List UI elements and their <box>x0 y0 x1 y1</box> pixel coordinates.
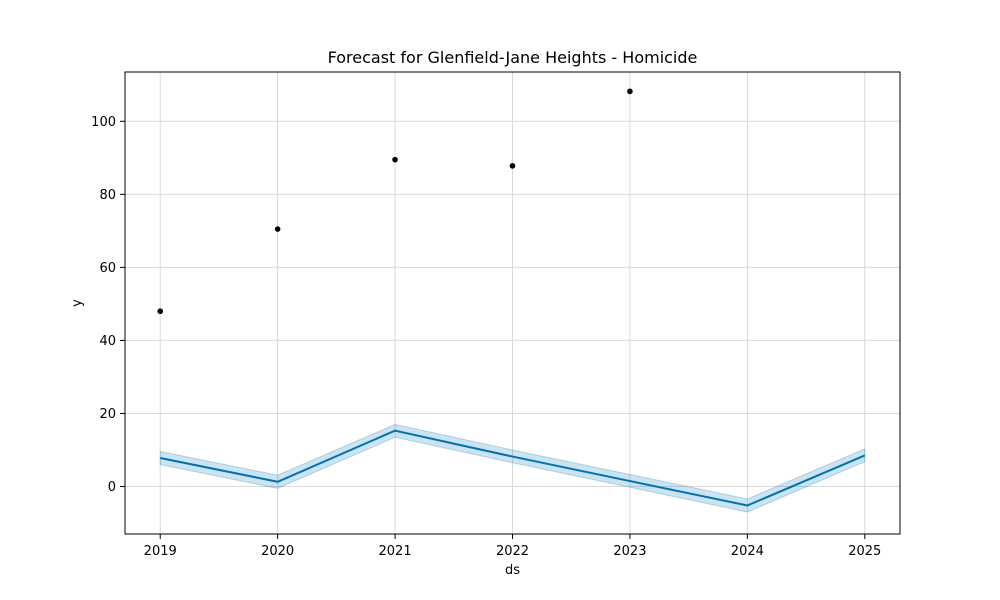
x-axis-label: ds <box>505 563 520 578</box>
x-tick-label: 2025 <box>848 544 881 559</box>
uncertainty-band <box>159 423 866 513</box>
x-tick-label: 2024 <box>731 544 764 559</box>
y-tick-label: 20 <box>99 407 116 422</box>
chart-title: Forecast for Glenfield-Jane Heights - Ho… <box>328 48 698 67</box>
x-axis-ticks: 2019 2020 2021 2022 2023 2024 2025 <box>144 534 881 559</box>
y-tick-label: 60 <box>99 261 116 276</box>
observed-point <box>392 156 398 163</box>
y-tick-label: 0 <box>108 480 116 495</box>
uncertainty-band-layer <box>159 423 866 513</box>
y-tick-label: 80 <box>99 188 116 203</box>
y-axis-ticks: 0 20 40 60 80 100 <box>91 115 125 495</box>
x-tick-label: 2022 <box>496 544 529 559</box>
x-tick-label: 2020 <box>261 544 294 559</box>
x-tick-label: 2021 <box>379 544 412 559</box>
observed-point <box>509 163 516 169</box>
forecast-line <box>160 429 866 507</box>
x-tick-label: 2023 <box>613 544 646 559</box>
observed-point <box>274 226 281 232</box>
observed-point <box>627 88 633 95</box>
y-axis-label: y <box>70 299 85 307</box>
observed-points-layer <box>157 88 633 315</box>
observed-point <box>157 308 164 315</box>
y-tick-label: 100 <box>91 115 116 130</box>
grid <box>125 72 900 534</box>
y-tick-label: 40 <box>99 334 116 349</box>
forecast-line-layer <box>160 429 866 507</box>
x-tick-label: 2019 <box>144 544 177 559</box>
